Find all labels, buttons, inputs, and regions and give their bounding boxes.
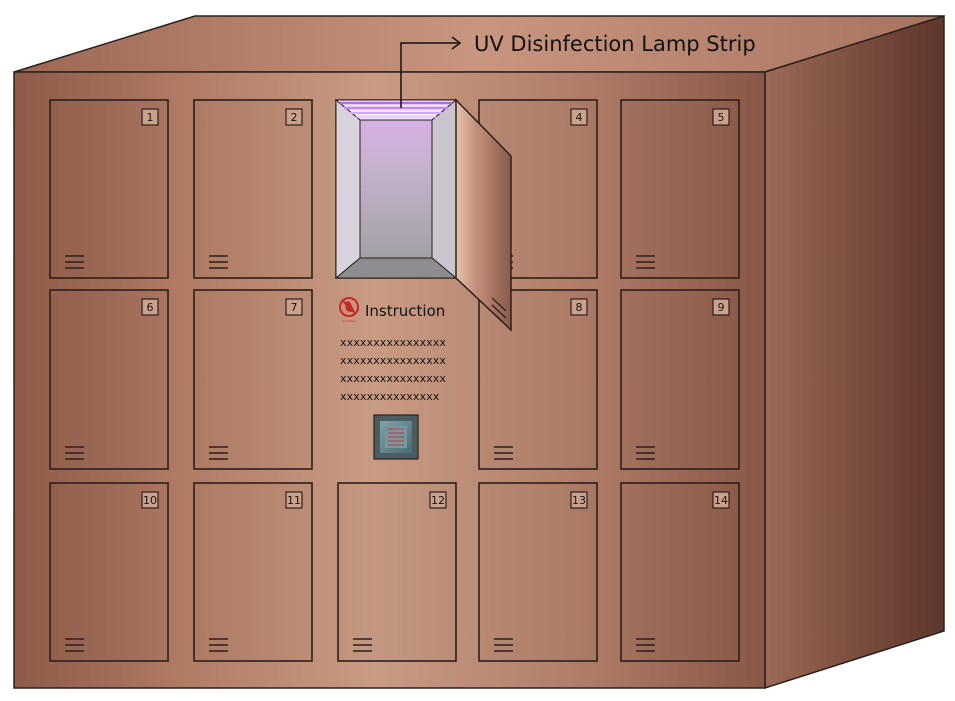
locker-number: 12	[431, 494, 445, 507]
locker-number: 1	[147, 111, 154, 124]
cabinet-side	[764, 14, 945, 690]
locker-door	[49, 289, 169, 470]
open-locker[interactable]	[334, 98, 512, 332]
locker-door	[337, 482, 457, 662]
door-vent-lines	[209, 446, 228, 460]
locker-interior-right	[431, 98, 457, 280]
locker-interior-back	[359, 119, 433, 259]
door-vent-lines	[65, 255, 84, 269]
locker-number-badge	[712, 298, 730, 316]
instruction-line: xxxxxxxxxxxxxxxx	[340, 336, 446, 349]
no-touch-icon: touch-free	[339, 297, 359, 323]
uv-callout: UV Disinfection Lamp Strip	[400, 32, 756, 108]
locker-door	[193, 482, 313, 662]
locker-number: 7	[291, 301, 298, 314]
locker-5[interactable]: 5	[620, 99, 740, 279]
locker-number-badge	[285, 108, 303, 126]
locker-number-badge	[285, 491, 303, 509]
locker-11[interactable]: 11	[193, 482, 313, 662]
locker-doors: 1 2 4 56 7 8 910 11 12 13 14	[49, 99, 740, 662]
scanner-lines	[388, 428, 404, 446]
locker-number-badge	[570, 108, 588, 126]
locker-number-badge	[712, 491, 730, 509]
locker-door	[620, 482, 740, 662]
door-vent-lines	[636, 446, 655, 460]
callout-leader	[400, 42, 458, 108]
locker-number: 11	[287, 494, 301, 507]
scanner[interactable]	[373, 414, 419, 460]
instruction-title: Instruction	[365, 302, 445, 320]
locker-number: 9	[718, 301, 725, 314]
locker-door	[620, 99, 740, 279]
instruction-line: xxxxxxxxxxxxxxxx	[340, 354, 446, 367]
locker-7[interactable]: 7	[193, 289, 313, 470]
locker-8[interactable]: 8	[478, 289, 598, 470]
instruction-text: xxxxxxxxxxxxxxxxxxxxxxxxxxxxxxxxxxxxxxxx…	[340, 336, 446, 403]
locker-number-badge	[570, 491, 588, 509]
locker-door	[193, 99, 313, 279]
locker-10[interactable]: 10	[49, 482, 169, 662]
door-vent-lines	[209, 255, 228, 269]
locker-door	[49, 99, 169, 279]
icon-caption: touch-free	[343, 319, 356, 323]
locker-2[interactable]: 2	[193, 99, 313, 279]
instruction-line: xxxxxxxxxxxxxxxx	[340, 372, 446, 385]
locker-number: 2	[291, 111, 298, 124]
door-vent-lines	[65, 446, 84, 460]
locker-number: 4	[576, 111, 583, 124]
door-vent-lines	[636, 638, 655, 652]
locker-number: 6	[147, 301, 154, 314]
door-vent-lines	[636, 255, 655, 269]
locker-door	[49, 482, 169, 662]
locker-number-badge	[141, 491, 159, 509]
locker-number: 5	[718, 111, 725, 124]
locker-door	[193, 289, 313, 470]
callout-arrowhead	[451, 36, 462, 50]
locker-number-badge	[285, 298, 303, 316]
locker-number-badge	[429, 491, 447, 509]
door-vent-lines	[494, 446, 513, 460]
locker-number-badge	[570, 298, 588, 316]
instruction-line: xxxxxxxxxxxxxxx	[340, 390, 440, 403]
locker-12[interactable]: 12	[337, 482, 457, 662]
locker-door	[620, 289, 740, 470]
locker-number-badge	[141, 108, 159, 126]
instruction-panel: touch-free Instruction xxxxxxxxxxxxxxxxx…	[339, 297, 446, 460]
locker-interior-left	[335, 98, 361, 280]
locker-door	[478, 289, 598, 470]
locker-13[interactable]: 13	[478, 482, 598, 662]
door-vent-lines	[491, 297, 507, 326]
locker-number: 10	[143, 494, 157, 507]
callout-label: UV Disinfection Lamp Strip	[474, 32, 756, 56]
locker-number: 14	[714, 494, 728, 507]
locker-6[interactable]: 6	[49, 289, 169, 470]
uv-lamp-strip	[340, 101, 452, 118]
locker-14[interactable]: 14	[620, 482, 740, 662]
locker-door	[478, 482, 598, 662]
locker-number-badge	[141, 298, 159, 316]
locker-number: 13	[572, 494, 586, 507]
locker-number-badge	[712, 108, 730, 126]
locker-1[interactable]: 1	[49, 99, 169, 279]
door-vent-lines	[494, 638, 513, 652]
door-vent-lines	[209, 638, 228, 652]
open-locker-door[interactable]	[455, 98, 512, 332]
locker-9[interactable]: 9	[620, 289, 740, 470]
locker-number: 8	[576, 301, 583, 314]
door-vent-lines	[65, 638, 84, 652]
door-vent-lines	[353, 638, 372, 652]
